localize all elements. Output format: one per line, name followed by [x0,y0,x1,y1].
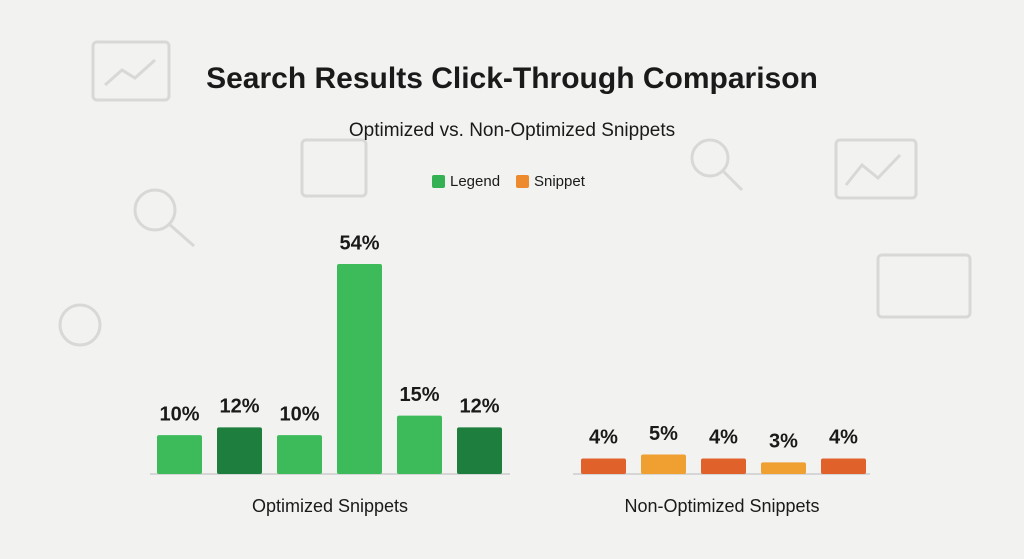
decor [58,40,972,347]
value-label: 15% [399,384,439,406]
legend-swatch [432,175,445,188]
value-label: 4% [829,427,858,449]
value-label: 4% [589,427,618,449]
value-label: 12% [459,396,499,418]
value-label: 5% [649,423,678,445]
bar [457,427,502,474]
value-label: 12% [219,396,259,418]
value-label: 4% [709,427,738,449]
bar [761,462,806,474]
bar [581,458,626,474]
bar [217,427,262,474]
value-label: 3% [769,431,798,453]
chart-title: Search Results Click-Through Comparison [206,62,818,95]
bar [277,435,322,474]
bar [337,264,382,474]
bar [821,458,866,474]
legend-label: Snippet [534,173,586,190]
chart-subtitle: Optimized vs. Non-Optimized Snippets [349,120,675,141]
x-axis-label: Non-Optimized Snippets [624,496,819,516]
value-label: 54% [339,232,379,254]
legend-swatch [516,175,529,188]
legend-label: Legend [450,173,500,190]
bar [157,435,202,474]
bar [701,458,746,474]
value-label: 10% [159,403,199,425]
value-label: 10% [279,403,319,425]
x-axis-label: Optimized Snippets [252,496,408,516]
bar [641,454,686,474]
bar [397,415,442,474]
